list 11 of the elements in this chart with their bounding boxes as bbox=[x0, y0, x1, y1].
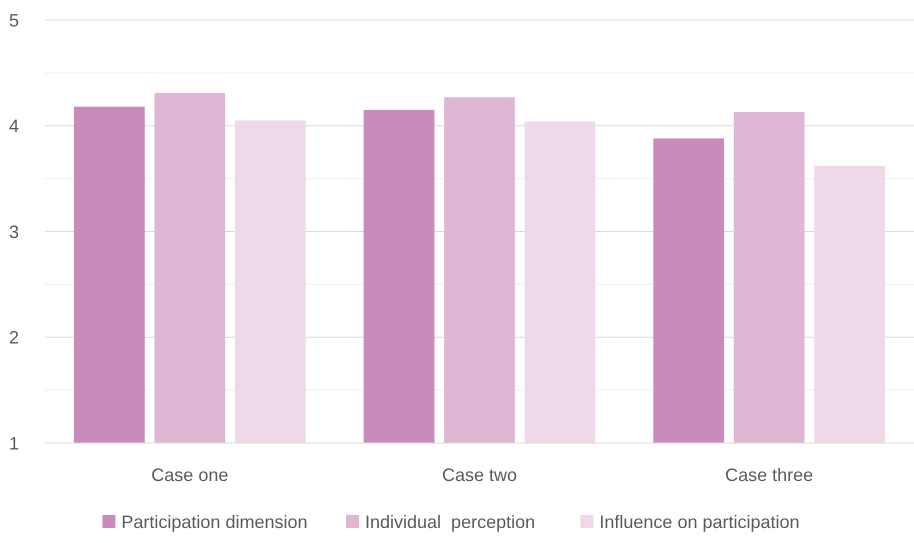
legend-label: Participation dimension bbox=[121, 512, 308, 532]
y-tick-label: 1 bbox=[8, 433, 20, 454]
y-tick-label: 4 bbox=[8, 116, 20, 136]
y-tick-label: 3 bbox=[8, 222, 20, 242]
legend-label: Influence on participation bbox=[599, 512, 800, 532]
x-tick-label: Case one bbox=[151, 465, 228, 485]
x-tick-label: Case three bbox=[725, 465, 814, 485]
x-tick-label: Case two bbox=[442, 465, 518, 485]
legend-label: Individual perception bbox=[365, 512, 536, 532]
y-tick-label: 5 bbox=[8, 10, 20, 30]
y-tick-label: 2 bbox=[8, 328, 20, 348]
